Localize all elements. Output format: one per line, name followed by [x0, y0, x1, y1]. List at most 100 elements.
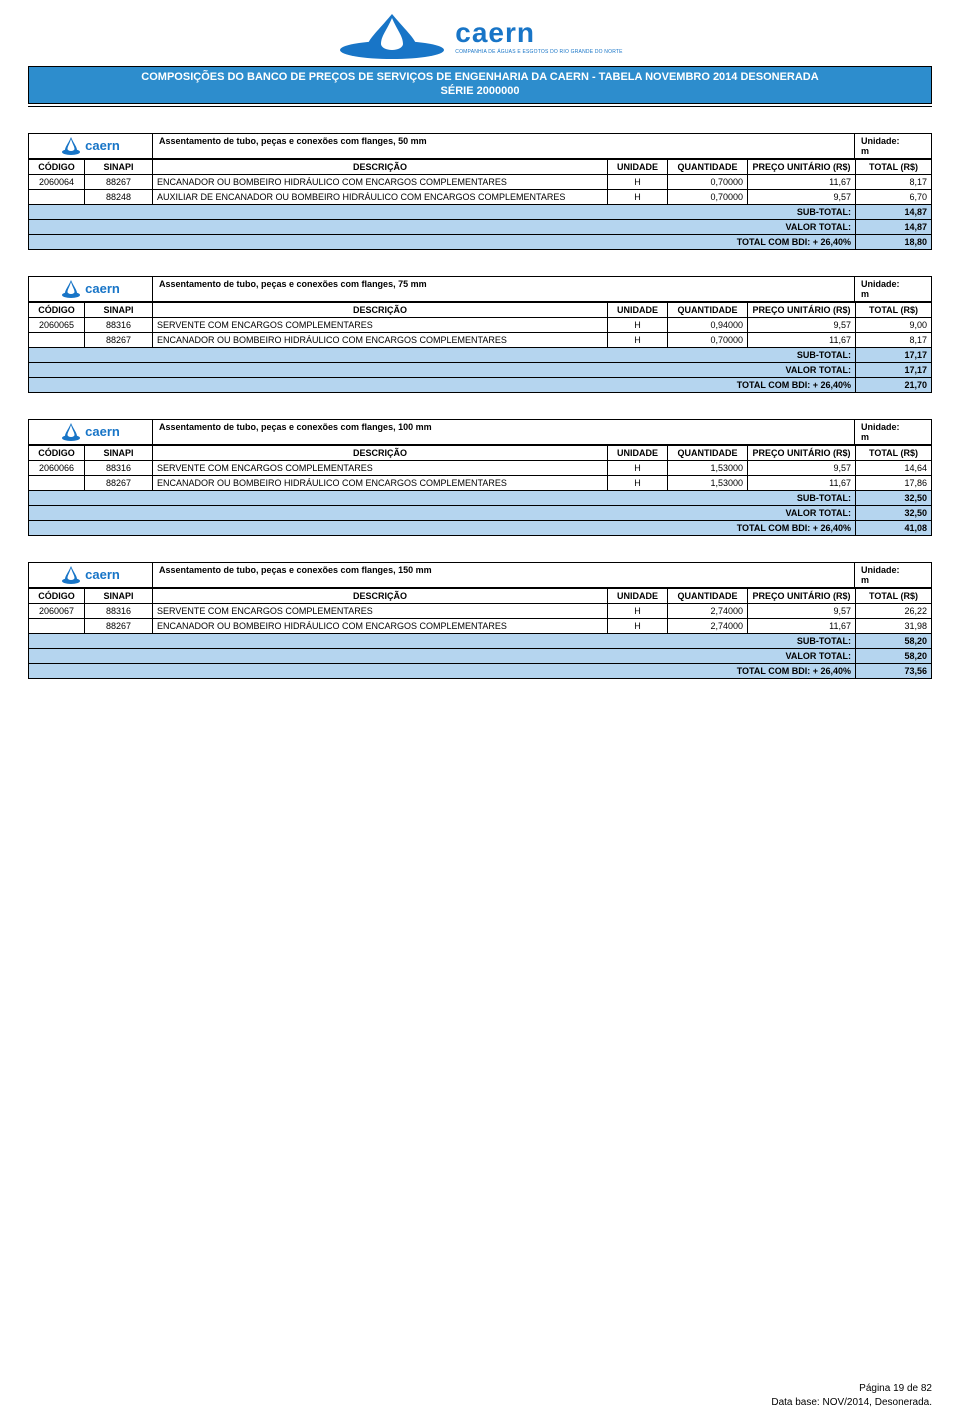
unit-label: Unidade: — [861, 279, 925, 289]
composition-block: caernAssentamento de tubo, peças e conex… — [28, 133, 932, 250]
cell-total: 6,70 — [856, 189, 932, 204]
cell-sinapi: 88316 — [85, 603, 153, 618]
col-codigo: CÓDIGO — [29, 159, 85, 174]
col-quantidade: QUANTIDADE — [668, 159, 748, 174]
col-quantidade: QUANTIDADE — [668, 588, 748, 603]
value-valor-total: 32,50 — [856, 505, 932, 520]
value-valor-total: 14,87 — [856, 219, 932, 234]
col-total: TOTAL (R$) — [856, 588, 932, 603]
caern-drop-icon — [337, 12, 447, 60]
label-subtotal: SUB-TOTAL: — [29, 633, 856, 648]
col-sinapi: SINAPI — [85, 159, 153, 174]
block-logo-cell: caern — [29, 134, 153, 158]
cell-quantidade: 2,74000 — [668, 618, 748, 633]
col-quantidade: QUANTIDADE — [668, 302, 748, 317]
cell-descricao: SERVENTE COM ENCARGOS COMPLEMENTARES — [153, 603, 608, 618]
label-valor-total: VALOR TOTAL: — [29, 648, 856, 663]
caern-logo: caern COMPANHIA DE ÁGUAS E ESGOTOS DO RI… — [337, 12, 622, 60]
cell-codigo — [29, 618, 85, 633]
header-logo-row: caern COMPANHIA DE ÁGUAS E ESGOTOS DO RI… — [28, 12, 932, 62]
label-subtotal: SUB-TOTAL: — [29, 347, 856, 362]
col-descricao: DESCRIÇÃO — [153, 588, 608, 603]
col-unidade: UNIDADE — [608, 445, 668, 460]
caern-drop-icon — [61, 422, 81, 442]
cell-descricao: ENCANADOR OU BOMBEIRO HIDRÁULICO COM ENC… — [153, 475, 608, 490]
page-footer: Página 19 de 82 Data base: NOV/2014, Des… — [771, 1382, 932, 1410]
block-title: Assentamento de tubo, peças e conexões c… — [153, 277, 855, 301]
value-subtotal: 32,50 — [856, 490, 932, 505]
label-valor-total: VALOR TOTAL: — [29, 362, 856, 377]
cell-quantidade: 0,94000 — [668, 317, 748, 332]
block-title-row: caern Assentamento de tubo, peças e conex… — [28, 562, 932, 588]
row-valor-total: VALOR TOTAL:58,20 — [29, 648, 932, 663]
table-row: 206006488267ENCANADOR OU BOMBEIRO HIDRÁU… — [29, 174, 932, 189]
block-unit-cell: Unidade:m — [855, 563, 931, 587]
col-preco-unitario: PREÇO UNITÁRIO (R$) — [748, 445, 856, 460]
cell-unidade: H — [608, 460, 668, 475]
unit-label: Unidade: — [861, 422, 925, 432]
caern-mini-text: caern — [85, 424, 120, 439]
cell-total: 17,86 — [856, 475, 932, 490]
label-total-bdi: TOTAL COM BDI: + 26,40% — [29, 234, 856, 249]
col-total: TOTAL (R$) — [856, 302, 932, 317]
composition-table: CÓDIGOSINAPIDESCRIÇÃOUNIDADEQUANTIDADEPR… — [28, 159, 932, 250]
banner-line1: COMPOSIÇÕES DO BANCO DE PREÇOS DE SERVIÇ… — [35, 71, 925, 85]
value-total-bdi: 18,80 — [856, 234, 932, 249]
cell-descricao: ENCANADOR OU BOMBEIRO HIDRÁULICO COM ENC… — [153, 332, 608, 347]
cell-descricao: SERVENTE COM ENCARGOS COMPLEMENTARES — [153, 317, 608, 332]
cell-preco: 11,67 — [748, 332, 856, 347]
cell-sinapi: 88248 — [85, 189, 153, 204]
value-subtotal: 14,87 — [856, 204, 932, 219]
unit-label: Unidade: — [861, 136, 925, 146]
label-subtotal: SUB-TOTAL: — [29, 490, 856, 505]
cell-codigo: 2060065 — [29, 317, 85, 332]
col-sinapi: SINAPI — [85, 445, 153, 460]
cell-quantidade: 2,74000 — [668, 603, 748, 618]
label-valor-total: VALOR TOTAL: — [29, 505, 856, 520]
col-descricao: DESCRIÇÃO — [153, 302, 608, 317]
caern-logo-subtitle: COMPANHIA DE ÁGUAS E ESGOTOS DO RIO GRAN… — [455, 49, 622, 55]
cell-quantidade: 1,53000 — [668, 460, 748, 475]
cell-unidade: H — [608, 174, 668, 189]
value-total-bdi: 41,08 — [856, 520, 932, 535]
banner-line2: SÉRIE 2000000 — [35, 85, 925, 99]
col-sinapi: SINAPI — [85, 588, 153, 603]
footer-page: Página 19 de 82 — [771, 1382, 932, 1396]
caern-drop-icon — [61, 565, 81, 585]
cell-sinapi: 88316 — [85, 460, 153, 475]
row-total-bdi: TOTAL COM BDI: + 26,40%73,56 — [29, 663, 932, 678]
banner-frame: COMPOSIÇÕES DO BANCO DE PREÇOS DE SERVIÇ… — [28, 66, 932, 104]
footer-database: Data base: NOV/2014, Desonerada. — [771, 1396, 932, 1410]
composition-block: caern Assentamento de tubo, peças e conex… — [28, 562, 932, 679]
col-descricao: DESCRIÇÃO — [153, 159, 608, 174]
page-banner: COMPOSIÇÕES DO BANCO DE PREÇOS DE SERVIÇ… — [29, 67, 931, 103]
cell-preco: 9,57 — [748, 317, 856, 332]
value-valor-total: 58,20 — [856, 648, 932, 663]
cell-total: 31,98 — [856, 618, 932, 633]
table-row: 206006588316SERVENTE COM ENCARGOS COMPLE… — [29, 317, 932, 332]
block-title-row: caern Assentamento de tubo, peças e conex… — [28, 276, 932, 302]
row-subtotal: SUB-TOTAL:17,17 — [29, 347, 932, 362]
caern-mini-text: caern — [85, 138, 120, 153]
cell-total: 9,00 — [856, 317, 932, 332]
cell-unidade: H — [608, 603, 668, 618]
cell-unidade: H — [608, 475, 668, 490]
block-unit-cell: Unidade:m — [855, 420, 931, 444]
table-header-row: CÓDIGOSINAPIDESCRIÇÃOUNIDADEQUANTIDADEPR… — [29, 445, 932, 460]
caern-mini-logo: caern — [61, 565, 120, 585]
cell-preco: 9,57 — [748, 603, 856, 618]
table-header-row: CÓDIGOSINAPIDESCRIÇÃOUNIDADEQUANTIDADEPR… — [29, 588, 932, 603]
col-preco-unitario: PREÇO UNITÁRIO (R$) — [748, 588, 856, 603]
cell-codigo: 2060066 — [29, 460, 85, 475]
block-title: Assentamento de tubo, peças e conexões c… — [153, 563, 855, 587]
col-preco-unitario: PREÇO UNITÁRIO (R$) — [748, 159, 856, 174]
col-descricao: DESCRIÇÃO — [153, 445, 608, 460]
caern-mini-logo: caern — [61, 279, 120, 299]
cell-total: 26,22 — [856, 603, 932, 618]
col-quantidade: QUANTIDADE — [668, 445, 748, 460]
table-row: 206006688316SERVENTE COM ENCARGOS COMPLE… — [29, 460, 932, 475]
row-valor-total: VALOR TOTAL:32,50 — [29, 505, 932, 520]
cell-preco: 11,67 — [748, 475, 856, 490]
col-unidade: UNIDADE — [608, 159, 668, 174]
cell-codigo — [29, 332, 85, 347]
